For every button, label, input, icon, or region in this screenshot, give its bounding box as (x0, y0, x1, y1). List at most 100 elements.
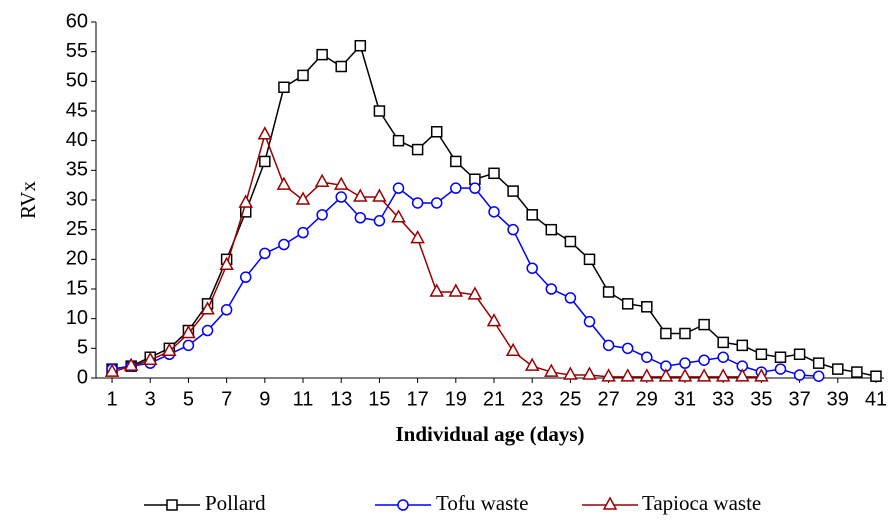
marker (641, 351, 653, 363)
marker (410, 230, 425, 244)
marker (524, 357, 540, 371)
x-tick-label: 33 (712, 388, 734, 410)
marker (238, 194, 253, 208)
y-tick-label: 45 (66, 99, 88, 121)
marker (276, 176, 292, 190)
marker (297, 226, 309, 239)
marker (123, 357, 139, 371)
marker (812, 357, 825, 369)
marker (239, 271, 252, 283)
marker (450, 155, 462, 168)
marker (544, 363, 559, 377)
legend: Pollard Tofu waste Tapioca waste (205, 491, 761, 515)
x-tick-label: 37 (788, 388, 810, 410)
legend-label: Tofu waste (436, 491, 528, 515)
marker (774, 363, 787, 375)
marker (411, 197, 424, 209)
marker (717, 336, 729, 349)
legend-label: Tapioca waste (642, 491, 761, 515)
y-tick-label: 20 (66, 248, 88, 270)
marker (373, 105, 386, 117)
marker (200, 301, 215, 315)
marker (696, 368, 712, 382)
marker (639, 368, 655, 382)
marker (793, 369, 806, 381)
marker (488, 206, 500, 218)
marker (354, 212, 367, 224)
marker (793, 348, 806, 361)
legend-marker (602, 496, 618, 510)
marker (259, 247, 271, 260)
legend-marker (166, 499, 178, 511)
y-tick-label: 10 (66, 307, 88, 329)
marker (526, 209, 538, 221)
marker (698, 354, 710, 366)
marker (660, 327, 672, 340)
marker (736, 339, 749, 352)
marker (335, 60, 347, 73)
marker (545, 283, 558, 295)
y-tick-label: 55 (66, 40, 88, 62)
y-axis-title: RVx (16, 181, 40, 219)
marker (717, 351, 729, 363)
x-axis-title: Individual age (days) (395, 422, 584, 446)
y-tick-label: 0 (77, 366, 88, 388)
series-line (111, 187, 819, 377)
marker (679, 327, 691, 340)
marker (832, 363, 844, 375)
x-tick-label: 11 (293, 388, 314, 410)
y-tick-label: 5 (77, 337, 88, 359)
legend-label: Pollard (205, 491, 266, 515)
marker (316, 209, 328, 221)
marker (162, 342, 177, 357)
marker (372, 188, 387, 202)
marker (563, 366, 578, 380)
marker (545, 223, 558, 236)
x-tick-label: 29 (636, 388, 658, 410)
marker (505, 342, 521, 357)
legend-marker (397, 499, 409, 511)
marker (621, 298, 634, 310)
marker (182, 339, 195, 352)
x-tick-label: 19 (445, 388, 467, 410)
marker (602, 339, 615, 352)
marker (335, 191, 347, 203)
y-tick-label: 30 (66, 188, 88, 210)
marker (391, 209, 406, 223)
x-tick-label: 13 (330, 388, 352, 410)
marker (658, 368, 674, 382)
marker (564, 292, 577, 304)
x-tick-label: 15 (368, 388, 390, 410)
x-tick-label: 39 (827, 388, 849, 410)
marker (488, 167, 500, 180)
marker (870, 370, 882, 382)
marker (278, 81, 290, 94)
marker (851, 366, 863, 378)
marker (698, 318, 710, 331)
x-tick-label: 21 (483, 388, 505, 410)
x-tick-label: 25 (559, 388, 581, 410)
marker (259, 155, 271, 168)
marker (467, 286, 483, 300)
marker (142, 351, 158, 365)
marker (507, 223, 519, 236)
marker (392, 182, 405, 194)
x-tick-label: 7 (221, 388, 232, 410)
y-tick-label: 50 (66, 70, 88, 92)
x-tick-label: 3 (145, 388, 156, 410)
marker (564, 235, 577, 248)
marker (601, 368, 616, 382)
x-tick-label: 23 (521, 388, 543, 410)
marker (582, 366, 597, 380)
marker (486, 313, 502, 327)
marker (679, 357, 691, 369)
marker (373, 215, 386, 227)
marker (392, 134, 405, 147)
marker (297, 69, 309, 82)
marker (278, 238, 290, 251)
marker (104, 363, 120, 377)
marker (220, 304, 233, 316)
y-tick-label: 35 (66, 159, 88, 181)
marker (448, 283, 464, 297)
